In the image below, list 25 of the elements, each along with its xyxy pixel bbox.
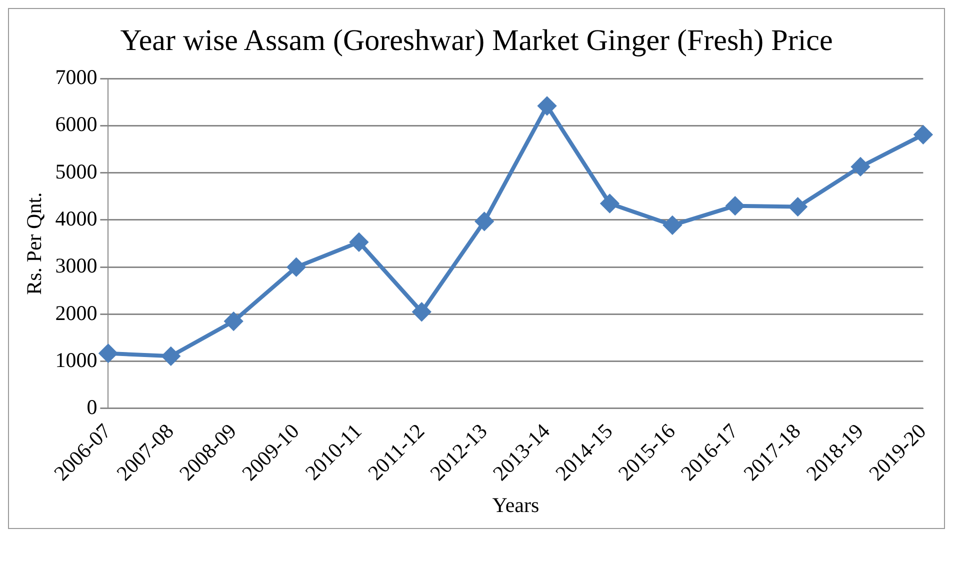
x-axis-title: Years [492, 492, 540, 517]
y-tick-label: 2000 [55, 300, 98, 325]
y-axis-title: Rs. Per Qnt. [22, 192, 46, 295]
y-tick-label: 6000 [55, 112, 98, 136]
y-tick-label: 3000 [55, 254, 98, 278]
point [663, 216, 682, 234]
point [224, 312, 243, 330]
point [475, 212, 494, 230]
point [726, 196, 744, 215]
point [851, 158, 870, 176]
y-tick-label: 7000 [55, 65, 98, 90]
point [538, 96, 556, 115]
y-tick-label: 4000 [55, 206, 98, 230]
point [287, 258, 306, 276]
point [350, 233, 368, 252]
point [914, 126, 932, 144]
chart-title: Year wise Assam (Goreshwar) Market Ginger (Fresh) Price [119, 23, 834, 59]
point [600, 194, 619, 212]
point [99, 344, 118, 362]
y-tick-label: 1000 [55, 348, 98, 372]
point [162, 347, 180, 366]
y-tick-label: 5000 [55, 159, 98, 184]
y-tick-label: 0 [86, 395, 98, 420]
point [788, 198, 807, 216]
point [412, 302, 431, 321]
